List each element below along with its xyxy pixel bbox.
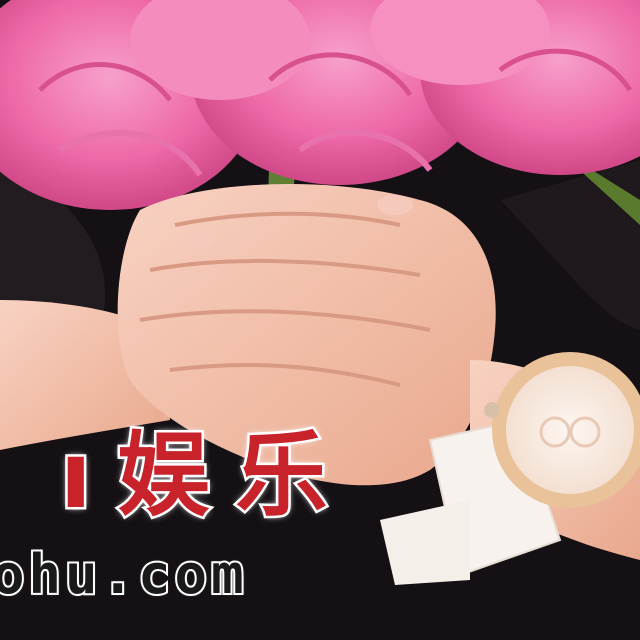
wristwatch	[380, 352, 640, 585]
fingernail	[186, 232, 214, 248]
finger-line	[174, 211, 401, 227]
watch-strap-lower	[380, 500, 470, 585]
dress-fold	[500, 160, 640, 330]
clasped-hands	[117, 183, 496, 486]
finger-line	[139, 309, 431, 332]
peony-bouquet	[0, 0, 640, 210]
watch-crown	[484, 402, 500, 418]
watermark-chinese-text: ı娱乐	[58, 422, 354, 529]
watermark-url-text: ohu.com	[0, 543, 248, 606]
finger-line	[149, 258, 421, 277]
fingernail	[377, 195, 413, 215]
finger-line	[169, 363, 401, 387]
dress-fold	[0, 160, 106, 340]
